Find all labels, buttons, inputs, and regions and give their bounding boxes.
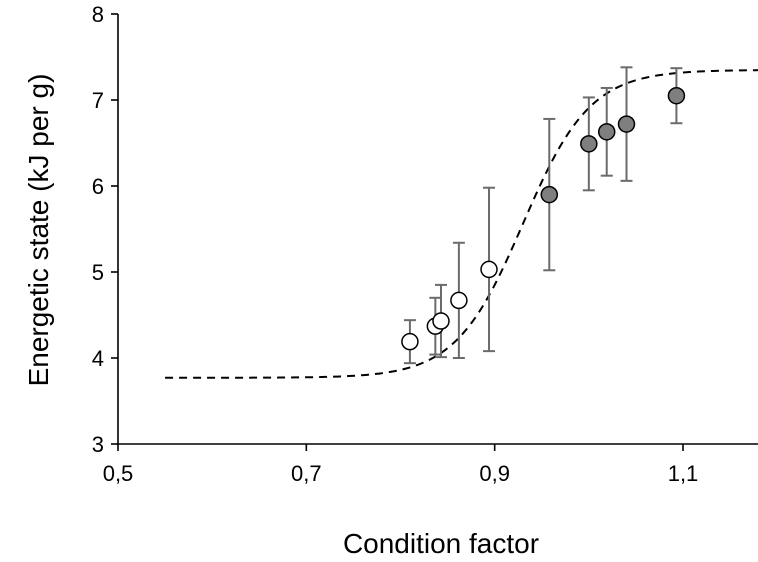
x-tick-label: 1,1	[668, 461, 699, 486]
y-axis-title: Energetic state (kJ per g)	[23, 74, 54, 387]
x-tick-label: 0,9	[479, 461, 510, 486]
filled-data-point	[667, 86, 686, 105]
fit-curve	[165, 69, 758, 379]
filled-data-point	[580, 135, 598, 153]
open-data-point	[480, 260, 498, 279]
filled-data-point	[540, 185, 559, 204]
tick-labels: 3 4 5 6 7 8 0,5 0,7 0,9 1,1	[92, 2, 699, 486]
y-tick-label: 5	[92, 260, 104, 285]
y-tick-label: 3	[92, 432, 104, 457]
y-tick-label: 8	[92, 2, 104, 27]
x-tick-label: 0,7	[291, 461, 322, 486]
y-tick-label: 6	[92, 174, 104, 199]
axes	[111, 13, 758, 451]
open-data-point	[432, 312, 450, 330]
data-points	[401, 86, 686, 351]
filled-data-point	[597, 123, 616, 141]
y-tick-label: 7	[92, 88, 104, 113]
open-data-point	[450, 291, 468, 310]
x-tick-label: 0,5	[103, 461, 134, 486]
fit-curve-group	[165, 69, 758, 379]
x-axis-title: Condition factor	[343, 528, 539, 559]
y-tick-label: 4	[92, 346, 104, 371]
open-data-point	[401, 332, 419, 351]
filled-data-point	[617, 115, 636, 133]
